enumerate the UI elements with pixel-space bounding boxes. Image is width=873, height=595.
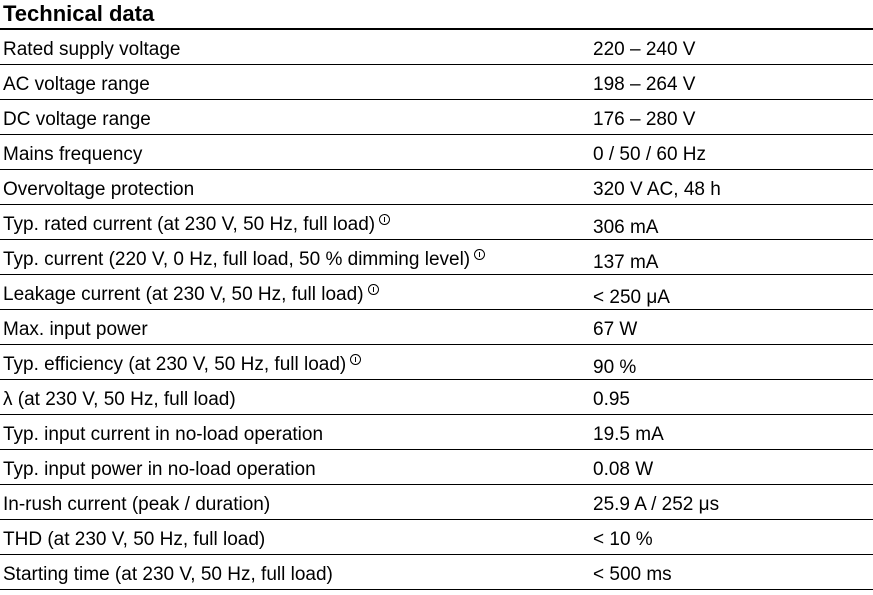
spec-label-text: Typ. rated current (at 230 V, 50 Hz, ful… — [3, 214, 376, 235]
spec-row: In-rush current (peak / duration) 25.9 A … — [0, 485, 873, 520]
spec-value: < 500 ms — [593, 564, 672, 585]
info-circle-icon — [367, 284, 379, 295]
spec-row: Rated supply voltage 220 – 240 V — [0, 30, 873, 65]
spec-label: Typ. current (220 V, 0 Hz, full load, 50… — [3, 248, 486, 272]
spec-row: Typ. input current in no-load operation 1… — [0, 415, 873, 450]
spec-label-text: Max. input power — [3, 319, 148, 340]
spec-value: 0.95 — [593, 389, 630, 410]
spec-row: Max. input power 67 W — [0, 310, 873, 345]
spec-row: Starting time (at 230 V, 50 Hz, full loa… — [0, 555, 873, 590]
spec-row: Typ. rated current (at 230 V, 50 Hz, ful… — [0, 205, 873, 240]
spec-label-text: In-rush current (peak / duration) — [3, 494, 271, 515]
spec-value: 320 V AC, 48 h — [593, 179, 721, 200]
info-circle-icon — [379, 214, 391, 225]
spec-row: Leakage current (at 230 V, 50 Hz, full l… — [0, 275, 873, 310]
spec-label-text: AC voltage range — [3, 74, 150, 95]
spec-label: Mains frequency — [3, 143, 142, 167]
spec-label-text: Mains frequency — [3, 144, 143, 165]
spec-value: 137 mA — [593, 252, 659, 273]
spec-label-text: Typ. efficiency (at 230 V, 50 Hz, full l… — [3, 354, 347, 375]
spec-value: 19.5 mA — [593, 424, 664, 445]
spec-row: Typ. current (220 V, 0 Hz, full load, 50… — [0, 240, 873, 275]
spec-label: Typ. input current in no-load operation — [3, 423, 323, 447]
spec-label-text: Starting time (at 230 V, 50 Hz, full loa… — [3, 564, 333, 585]
spec-value: 220 – 240 V — [593, 39, 696, 60]
spec-label: λ (at 230 V, 50 Hz, full load) — [3, 388, 236, 412]
spec-label-text: λ (at 230 V, 50 Hz, full load) — [3, 389, 236, 410]
spec-table: Rated supply voltage 220 – 240 V AC voltag… — [0, 30, 873, 590]
spec-value: 198 – 264 V — [593, 74, 696, 95]
spec-value: < 250 μA — [593, 287, 670, 308]
spec-value: 67 W — [593, 319, 638, 340]
info-circle-icon — [350, 354, 362, 365]
spec-label: Rated supply voltage — [3, 38, 180, 62]
spec-label-text: Typ. input power in no-load operation — [3, 459, 316, 480]
spec-label: Max. input power — [3, 318, 148, 342]
spec-label: AC voltage range — [3, 73, 150, 97]
spec-value: 306 mA — [593, 217, 659, 238]
section-title: Technical data — [3, 1, 155, 26]
spec-value: 25.9 A / 252 μs — [593, 494, 720, 515]
spec-value: 90 % — [593, 357, 637, 378]
spec-label-text: THD (at 230 V, 50 Hz, full load) — [3, 529, 266, 550]
spec-label-text: Rated supply voltage — [3, 39, 181, 60]
spec-value: 0 / 50 / 60 Hz — [593, 144, 707, 165]
spec-row: λ (at 230 V, 50 Hz, full load) 0.95 — [0, 380, 873, 415]
spec-label: Leakage current (at 230 V, 50 Hz, full l… — [3, 283, 379, 307]
title-divider — [0, 28, 873, 30]
spec-label: DC voltage range — [3, 108, 151, 132]
spec-label: Typ. efficiency (at 230 V, 50 Hz, full l… — [3, 353, 362, 377]
spec-row: Overvoltage protection 320 V AC, 48 h — [0, 170, 873, 205]
spec-row: AC voltage range 198 – 264 V — [0, 65, 873, 100]
spec-value: < 10 % — [593, 529, 653, 550]
spec-label-text: Typ. current (220 V, 0 Hz, full load, 50… — [3, 249, 471, 270]
spec-label: THD (at 230 V, 50 Hz, full load) — [3, 528, 265, 552]
spec-value: 0.08 W — [593, 459, 654, 480]
spec-row: Typ. efficiency (at 230 V, 50 Hz, full l… — [0, 345, 873, 380]
spec-label: Typ. input power in no-load operation — [3, 458, 316, 482]
spec-label: Overvoltage protection — [3, 178, 194, 202]
spec-row: Mains frequency 0 / 50 / 60 Hz — [0, 135, 873, 170]
spec-label-text: Typ. input current in no-load operation — [3, 424, 324, 445]
spec-label-text: Overvoltage protection — [3, 179, 195, 200]
spec-label: Typ. rated current (at 230 V, 50 Hz, ful… — [3, 213, 391, 237]
spec-row: THD (at 230 V, 50 Hz, full load) < 10 % — [0, 520, 873, 555]
spec-row: Typ. input power in no-load operation 0.0… — [0, 450, 873, 485]
spec-label-text: DC voltage range — [3, 109, 151, 130]
spec-row: DC voltage range 176 – 280 V — [0, 100, 873, 135]
spec-value: 176 – 280 V — [593, 109, 696, 130]
spec-label: Starting time (at 230 V, 50 Hz, full loa… — [3, 563, 333, 587]
spec-label: In-rush current (peak / duration) — [3, 493, 270, 517]
info-circle-icon — [474, 249, 486, 260]
spec-label-text: Leakage current (at 230 V, 50 Hz, full l… — [3, 284, 364, 305]
